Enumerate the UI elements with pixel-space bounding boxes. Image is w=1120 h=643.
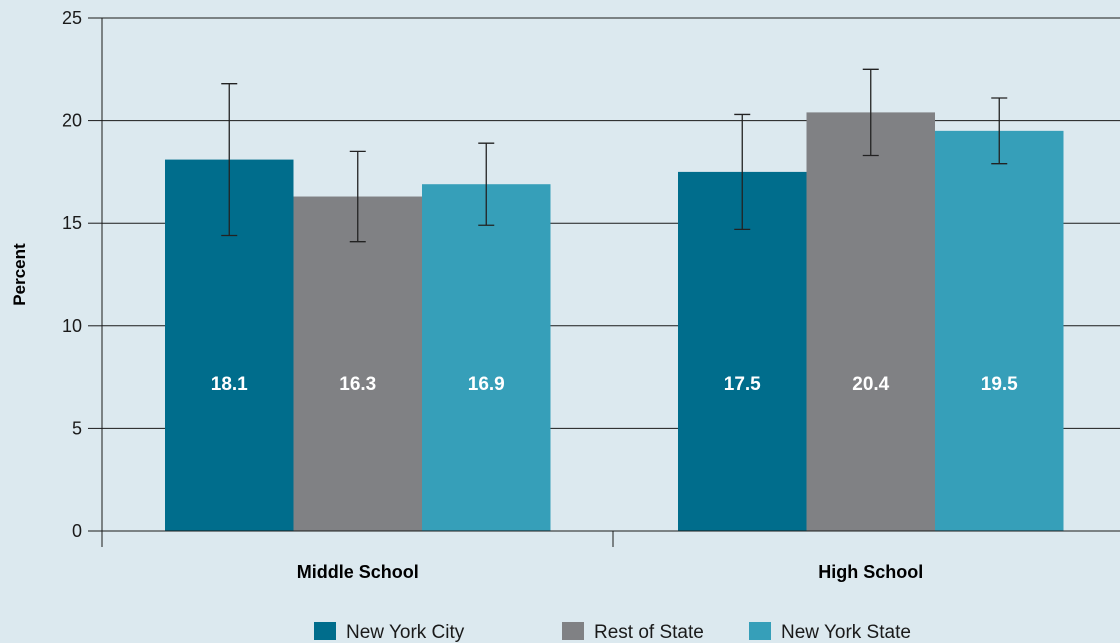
error-bar-high-school-new-york-city <box>734 113 751 231</box>
bar-label-middle-school-rest-of-state: 16.3 <box>339 374 376 395</box>
bar-middle-school-new-york-state <box>422 184 551 531</box>
y-tick-label-25: 25 <box>62 8 82 28</box>
y-tick-labels: 0 5 10 15 20 25 <box>62 8 82 541</box>
error-bar-middle-school-rest-of-state <box>349 150 366 243</box>
legend: New York City Rest of State New York State <box>314 622 911 643</box>
error-bar-high-school-rest-of-state <box>862 68 879 157</box>
legend-item-new-york-city: New York City <box>314 622 465 643</box>
error-bars <box>221 68 1008 243</box>
bar-middle-school-rest-of-state <box>293 196 422 532</box>
legend-label-new-york-city: New York City <box>346 622 465 643</box>
error-bar-middle-school-new-york-state <box>478 142 495 226</box>
error-bar-high-school-new-york-state <box>991 97 1008 165</box>
legend-item-new-york-state: New York State <box>749 622 911 643</box>
bar-label-high-school-new-york-city: 17.5 <box>724 374 761 395</box>
bar-high-school-new-york-city <box>678 171 807 531</box>
y-tick-label-15: 15 <box>62 213 82 233</box>
bar-label-high-school-new-york-state: 19.5 <box>981 374 1018 395</box>
axes <box>88 17 1120 547</box>
y-axis-label: Percent <box>10 243 29 306</box>
error-bar-middle-school-new-york-city <box>221 83 238 237</box>
category-label-middle-school: Middle School <box>297 562 419 582</box>
bar-label-high-school-rest-of-state: 20.4 <box>852 374 889 395</box>
bar-high-school-new-york-state <box>935 130 1064 532</box>
legend-label-rest-of-state: Rest of State <box>594 622 704 643</box>
y-tick-label-0: 0 <box>72 521 82 541</box>
legend-item-rest-of-state: Rest of State <box>562 622 704 643</box>
bar-label-middle-school-new-york-city: 18.1 <box>211 374 248 395</box>
legend-swatch-rest-of-state <box>562 622 584 640</box>
y-tick-label-10: 10 <box>62 316 82 336</box>
legend-swatch-new-york-city <box>314 622 336 640</box>
legend-label-new-york-state: New York State <box>781 622 911 643</box>
category-label-high-school: High School <box>818 562 923 582</box>
bar-value-labels: 18.1 16.3 16.9 17.5 20.4 19.5 <box>211 374 1018 395</box>
y-tick-label-5: 5 <box>72 418 82 438</box>
bars <box>165 112 1064 532</box>
bar-label-middle-school-new-york-state: 16.9 <box>468 374 505 395</box>
category-labels: Middle School High School <box>297 562 924 582</box>
y-tick-label-20: 20 <box>62 111 82 131</box>
bar-high-school-rest-of-state <box>806 112 935 531</box>
legend-swatch-new-york-state <box>749 622 771 640</box>
